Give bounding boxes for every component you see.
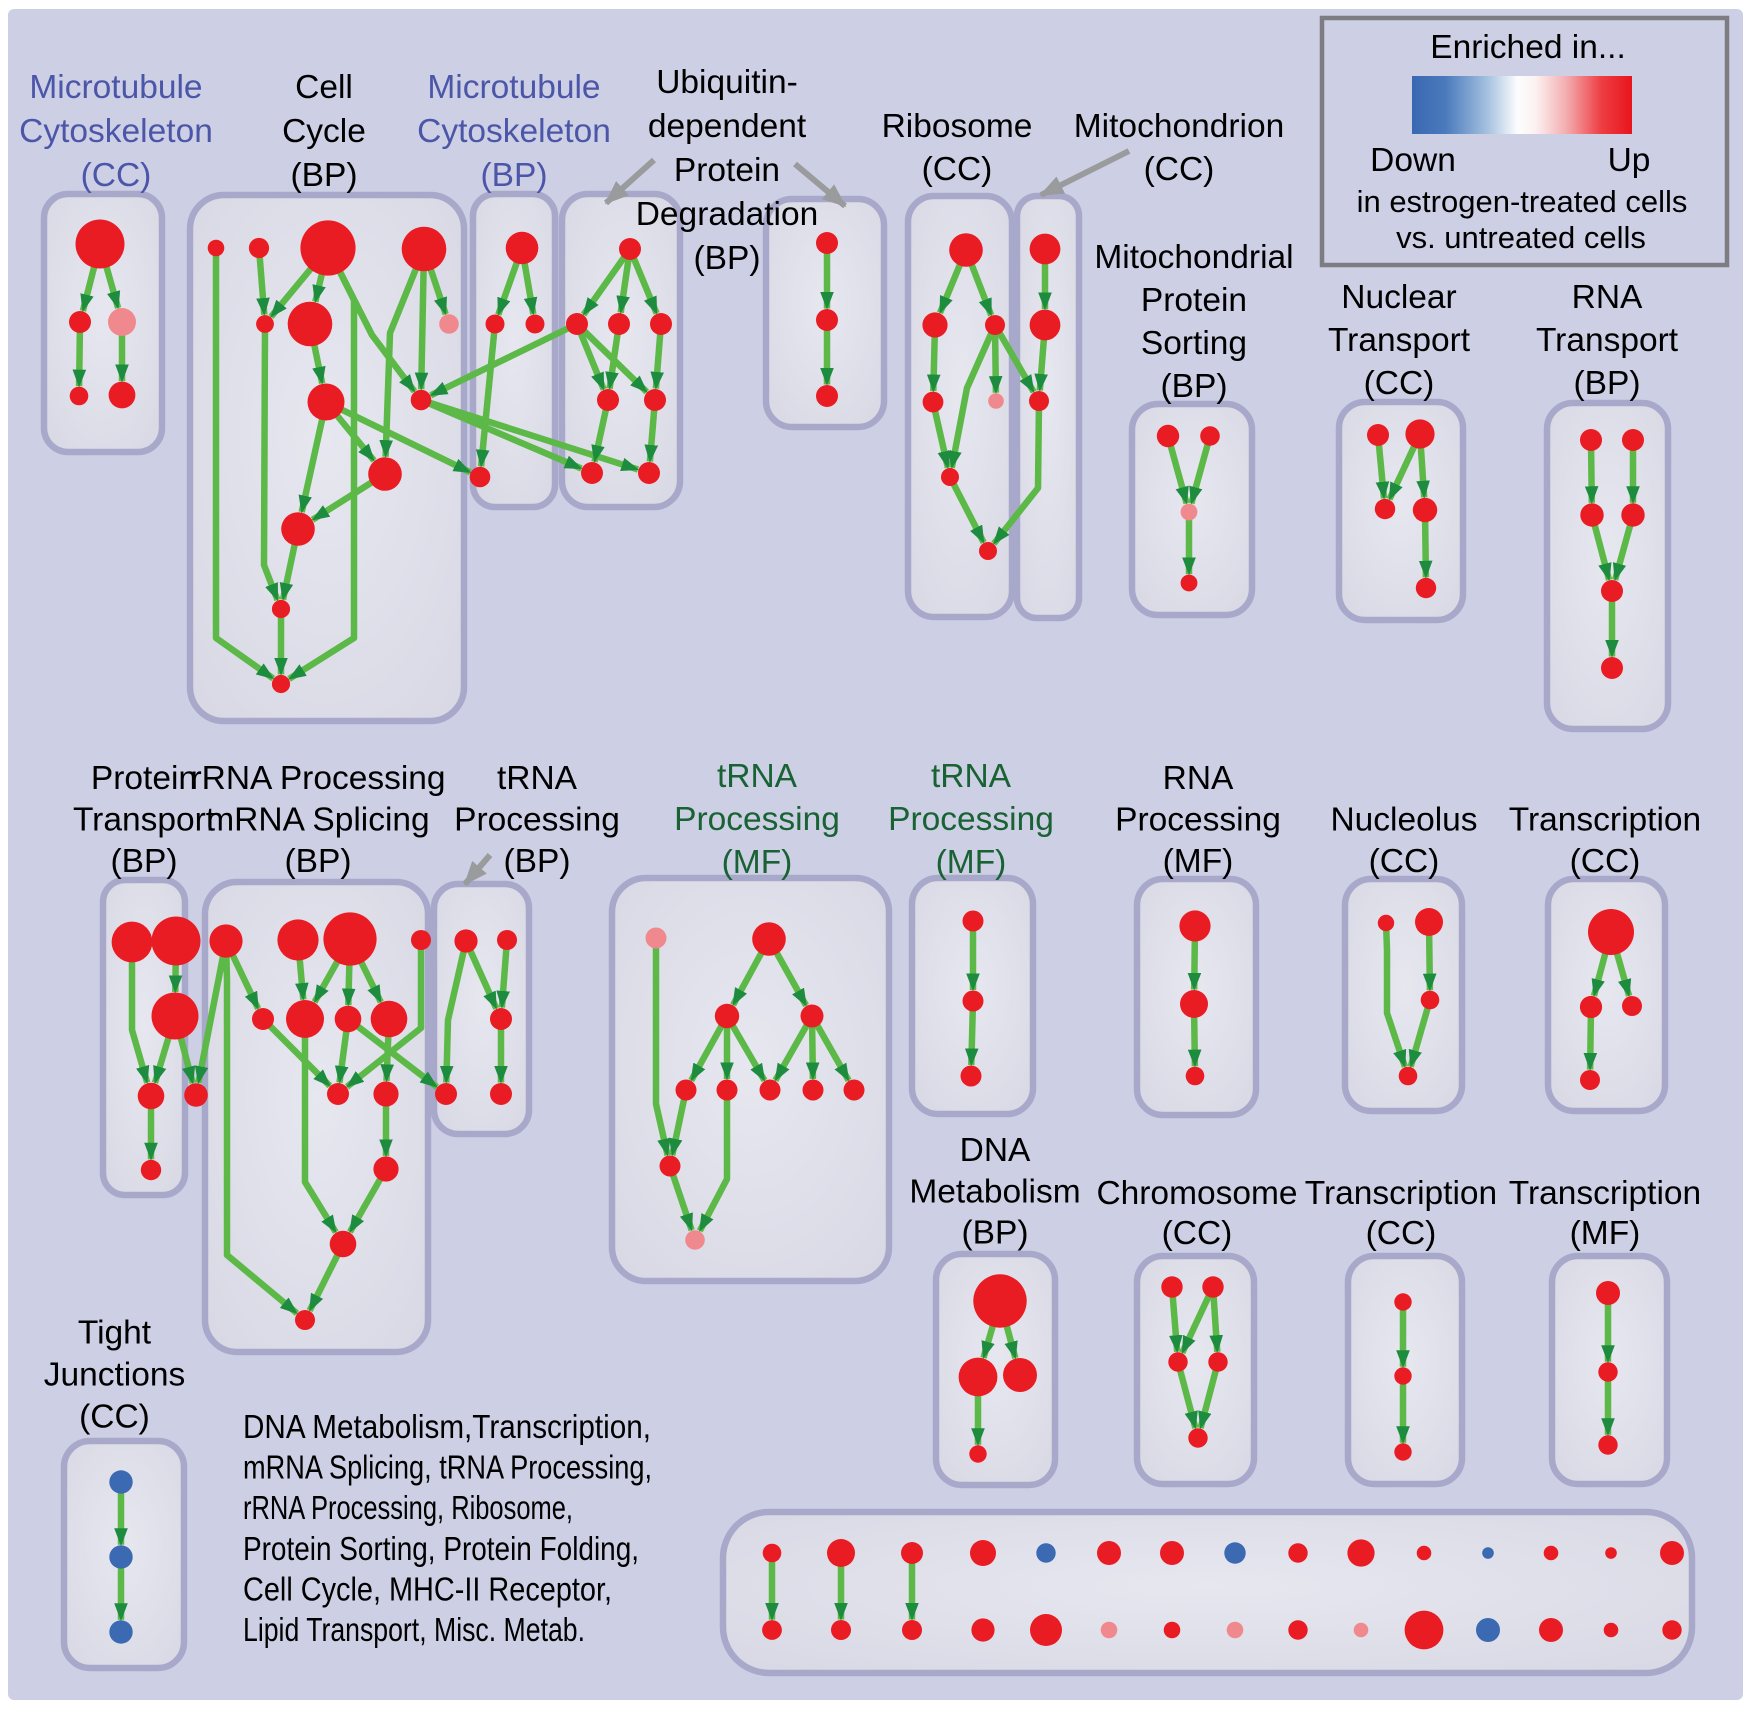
svg-text:Protein: Protein <box>1141 282 1247 319</box>
svg-text:Mitochondrial: Mitochondrial <box>1094 239 1293 276</box>
svg-text:(BP): (BP) <box>1574 365 1641 402</box>
svg-text:Cell Cycle, MHC-II Receptor,: Cell Cycle, MHC-II Receptor, <box>243 1570 612 1607</box>
svg-text:RNA: RNA <box>1163 760 1234 797</box>
svg-text:(BP): (BP) <box>962 1215 1029 1252</box>
svg-text:Nuclear: Nuclear <box>1341 279 1456 316</box>
svg-text:(MF): (MF) <box>722 844 793 881</box>
svg-text:dependent: dependent <box>648 108 807 145</box>
svg-text:Tight: Tight <box>78 1315 152 1352</box>
svg-text:tRNA: tRNA <box>717 758 798 795</box>
svg-text:tRNA: tRNA <box>931 758 1012 795</box>
svg-text:Cytoskeleton: Cytoskeleton <box>417 113 611 150</box>
svg-text:Processing: Processing <box>674 801 840 838</box>
svg-text:(MF): (MF) <box>1570 1215 1641 1252</box>
svg-text:Ubiquitin-: Ubiquitin- <box>656 64 798 101</box>
svg-text:Metabolism: Metabolism <box>909 1173 1080 1210</box>
svg-text:Cycle: Cycle <box>282 113 366 150</box>
svg-text:Mitochondrion: Mitochondrion <box>1074 108 1284 145</box>
svg-text:tRNA: tRNA <box>497 760 578 797</box>
svg-text:Processing: Processing <box>454 802 620 839</box>
svg-text:(CC): (CC) <box>1162 1215 1233 1252</box>
svg-text:Transcription: Transcription <box>1305 1175 1497 1212</box>
svg-text:Processing: Processing <box>888 801 1054 838</box>
svg-text:Transport: Transport <box>73 802 216 839</box>
svg-text:Microtubule: Microtubule <box>29 69 202 106</box>
svg-text:(BP): (BP) <box>111 843 178 880</box>
svg-text:Protein: Protein <box>674 152 780 189</box>
svg-text:Lipid Transport, Misc. Metab.: Lipid Transport, Misc. Metab. <box>243 1611 585 1648</box>
svg-text:rRNA Processing: rRNA Processing <box>190 760 445 797</box>
svg-text:(CC): (CC) <box>1364 365 1435 402</box>
svg-text:(BP): (BP) <box>291 157 358 194</box>
svg-text:Microtubule: Microtubule <box>427 69 600 106</box>
svg-text:Transport: Transport <box>1328 322 1471 359</box>
svg-text:Down: Down <box>1370 142 1456 179</box>
svg-text:(BP): (BP) <box>504 843 571 880</box>
svg-text:Transport: Transport <box>1536 322 1679 359</box>
svg-text:Cytoskeleton: Cytoskeleton <box>19 113 213 150</box>
svg-text:(CC): (CC) <box>1144 151 1215 188</box>
svg-text:DNA Metabolism,Transcription,: DNA Metabolism,Transcription, <box>243 1408 651 1445</box>
svg-text:Enriched in...: Enriched in... <box>1430 29 1626 66</box>
svg-text:Transcription: Transcription <box>1509 1175 1701 1212</box>
svg-text:Chromosome: Chromosome <box>1096 1175 1297 1212</box>
svg-text:rRNA Processing, Ribosome,: rRNA Processing, Ribosome, <box>243 1489 573 1526</box>
svg-text:mRNA Splicing: mRNA Splicing <box>206 802 429 839</box>
svg-text:(CC): (CC) <box>1369 843 1440 880</box>
svg-text:(CC): (CC) <box>1570 843 1641 880</box>
svg-text:(MF): (MF) <box>1163 843 1234 880</box>
svg-text:DNA: DNA <box>960 1132 1031 1169</box>
svg-text:RNA: RNA <box>1572 279 1643 316</box>
svg-text:(CC): (CC) <box>1366 1215 1437 1252</box>
svg-text:Protein Sorting, Protein Foldi: Protein Sorting, Protein Folding, <box>243 1530 639 1567</box>
svg-text:Ribosome: Ribosome <box>882 108 1033 145</box>
svg-text:Degradation: Degradation <box>636 196 819 233</box>
svg-text:(CC): (CC) <box>922 151 993 188</box>
svg-text:Nucleolus: Nucleolus <box>1330 802 1477 839</box>
svg-text:(CC): (CC) <box>81 157 152 194</box>
svg-text:(BP): (BP) <box>481 157 548 194</box>
svg-text:(CC): (CC) <box>79 1399 150 1436</box>
svg-text:Junctions: Junctions <box>44 1357 186 1394</box>
svg-text:(BP): (BP) <box>694 240 761 277</box>
svg-text:(BP): (BP) <box>1161 368 1228 405</box>
svg-text:mRNA Splicing, tRNA Processing: mRNA Splicing, tRNA Processing, <box>243 1449 652 1486</box>
svg-text:(MF): (MF) <box>936 844 1007 881</box>
svg-text:Cell: Cell <box>295 69 353 106</box>
svg-text:Sorting: Sorting <box>1141 325 1247 362</box>
svg-text:vs. untreated cells: vs. untreated cells <box>1396 220 1646 255</box>
svg-text:Protein: Protein <box>91 760 197 797</box>
svg-text:in estrogen-treated cells: in estrogen-treated cells <box>1357 184 1688 219</box>
svg-text:(BP): (BP) <box>285 843 352 880</box>
svg-text:Processing: Processing <box>1115 802 1281 839</box>
svg-text:Up: Up <box>1608 142 1651 179</box>
svg-text:Transcription: Transcription <box>1509 802 1701 839</box>
